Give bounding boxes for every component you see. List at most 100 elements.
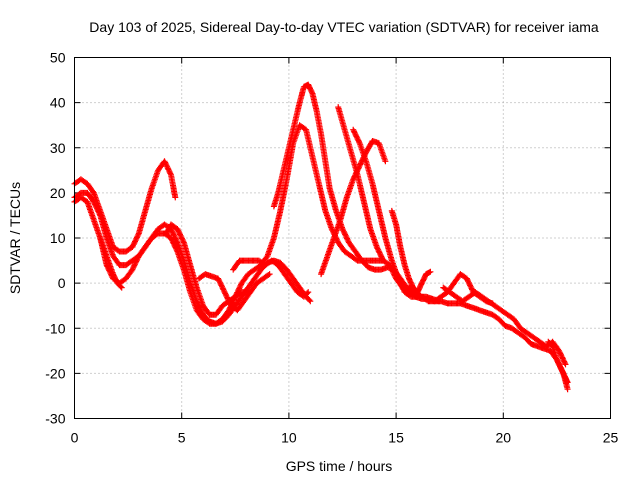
data-point bbox=[86, 192, 88, 194]
data-point bbox=[474, 291, 477, 293]
data-point bbox=[481, 296, 483, 298]
series-track-f bbox=[195, 271, 273, 314]
data-point bbox=[112, 278, 114, 280]
data-point bbox=[459, 273, 462, 275]
data-point bbox=[564, 363, 567, 365]
data-point bbox=[359, 165, 361, 167]
y-tick-label: 30 bbox=[50, 140, 66, 156]
data-point bbox=[305, 129, 307, 131]
data-point bbox=[189, 264, 191, 266]
data-point bbox=[442, 287, 444, 289]
data-point bbox=[290, 138, 292, 140]
data-point bbox=[294, 120, 296, 122]
series-track-k bbox=[350, 126, 421, 300]
series-markers bbox=[270, 81, 442, 305]
data-point bbox=[365, 160, 367, 162]
data-point bbox=[354, 250, 356, 253]
data-point bbox=[131, 246, 133, 248]
data-point bbox=[99, 214, 101, 217]
data-point bbox=[329, 187, 331, 189]
data-point bbox=[549, 350, 552, 352]
data-point bbox=[296, 291, 299, 293]
data-point bbox=[434, 300, 436, 302]
data-point bbox=[211, 275, 213, 277]
data-point bbox=[311, 156, 314, 158]
data-point bbox=[324, 210, 326, 212]
data-point bbox=[241, 296, 243, 298]
data-point bbox=[230, 305, 232, 307]
data-point bbox=[157, 232, 159, 235]
data-point bbox=[537, 345, 539, 347]
data-point bbox=[359, 142, 361, 144]
data-point bbox=[264, 264, 266, 266]
x-tick-label: 15 bbox=[388, 430, 404, 446]
data-point bbox=[144, 246, 146, 248]
y-tick-label: -10 bbox=[45, 320, 65, 336]
data-point bbox=[247, 287, 249, 289]
y-tick-label: 50 bbox=[50, 50, 66, 66]
data-point bbox=[80, 196, 82, 198]
data-point bbox=[118, 282, 121, 284]
chart-title: Day 103 of 2025, Sidereal Day-to-day VTE… bbox=[89, 19, 599, 35]
data-point bbox=[414, 291, 416, 293]
data-point bbox=[530, 343, 532, 345]
data-point bbox=[202, 305, 204, 307]
plot-frame bbox=[74, 57, 611, 419]
data-point bbox=[410, 296, 412, 298]
data-point bbox=[241, 291, 243, 293]
data-point bbox=[256, 282, 258, 284]
data-point bbox=[352, 129, 354, 131]
data-point bbox=[170, 174, 172, 176]
data-point bbox=[279, 262, 281, 264]
data-point bbox=[286, 268, 288, 271]
data-point bbox=[93, 219, 95, 221]
data-point bbox=[397, 278, 399, 280]
data-point bbox=[391, 259, 393, 262]
data-point bbox=[440, 296, 442, 298]
data-point bbox=[532, 336, 534, 338]
y-tick-label: -20 bbox=[45, 365, 65, 381]
data-point bbox=[453, 302, 455, 305]
data-point bbox=[382, 259, 384, 262]
data-point bbox=[260, 268, 262, 271]
data-point bbox=[320, 133, 322, 135]
data-point bbox=[344, 129, 346, 131]
data-point bbox=[249, 291, 251, 293]
data-point bbox=[292, 278, 294, 280]
data-point bbox=[215, 323, 217, 325]
data-point bbox=[251, 259, 254, 262]
data-point bbox=[286, 178, 288, 180]
data-point bbox=[208, 314, 211, 316]
data-point bbox=[118, 250, 121, 253]
data-point bbox=[253, 268, 256, 271]
data-point bbox=[367, 266, 369, 268]
data-point bbox=[389, 264, 391, 266]
data-point bbox=[93, 192, 95, 194]
data-point bbox=[138, 255, 140, 257]
data-point bbox=[524, 336, 526, 338]
data-point bbox=[93, 201, 95, 203]
data-point bbox=[468, 296, 470, 298]
data-point bbox=[170, 223, 172, 226]
data-point bbox=[461, 300, 464, 302]
data-point bbox=[513, 318, 515, 320]
data-point bbox=[258, 259, 260, 262]
y-tick-label: 20 bbox=[50, 185, 66, 201]
y-tick-labels: -30 -20 -10 0 10 20 30 40 50 bbox=[45, 50, 65, 427]
data-point bbox=[290, 282, 292, 284]
grid bbox=[74, 57, 611, 419]
data-point bbox=[333, 237, 335, 239]
data-point bbox=[491, 314, 494, 316]
data-point bbox=[176, 241, 179, 244]
data-point bbox=[217, 278, 219, 280]
data-point bbox=[500, 309, 502, 311]
data-point bbox=[560, 368, 562, 370]
data-point bbox=[337, 241, 339, 244]
data-point bbox=[479, 309, 481, 311]
data-point bbox=[371, 140, 374, 142]
data-point bbox=[558, 350, 560, 352]
x-tick-label: 10 bbox=[281, 430, 297, 446]
data-point bbox=[238, 259, 241, 262]
data-point bbox=[391, 210, 393, 212]
